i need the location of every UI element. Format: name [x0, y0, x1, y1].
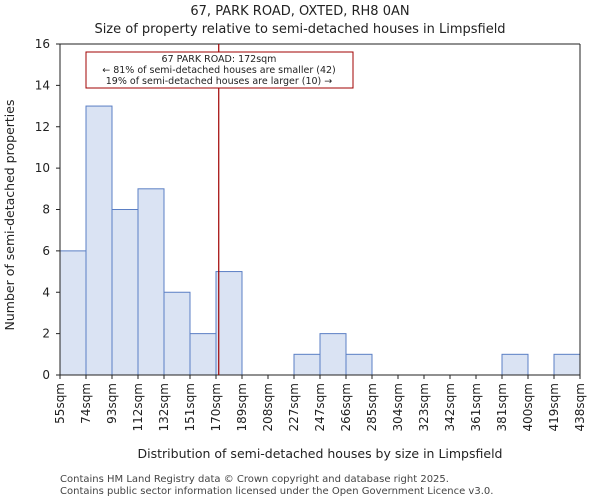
x-tick-label: 419sqm — [547, 383, 561, 431]
y-tick-label: 12 — [35, 120, 50, 134]
histogram-bar-151sqm — [189, 333, 217, 376]
y-axis-label: Number of semi-detached properties — [2, 100, 17, 331]
x-tick-label: 400sqm — [521, 383, 535, 431]
x-tick-label: 55sqm — [53, 383, 67, 424]
y-tick-label: 0 — [42, 368, 50, 382]
y-tick-label: 10 — [35, 161, 50, 175]
chart-title: 67, PARK ROAD, OXTED, RH8 0AN — [190, 4, 409, 19]
footer-licence: Contains public sector information licen… — [60, 486, 493, 497]
y-ticks: 0 2 4 6 8 10 12 14 16 — [35, 37, 60, 382]
histogram-bar-381sqm — [501, 353, 529, 376]
y-tick-label: 2 — [42, 327, 50, 341]
annotation-box-frame — [85, 51, 354, 89]
x-tick-label: 266sqm — [339, 383, 353, 431]
x-tick-label: 285sqm — [365, 383, 379, 431]
x-tick-label: 208sqm — [261, 383, 275, 431]
x-tick-label: 189sqm — [235, 383, 249, 431]
y-tick-label: 14 — [35, 78, 50, 92]
x-tick-label: 151sqm — [183, 383, 197, 431]
x-tick-label: 132sqm — [157, 383, 171, 431]
histogram-bar-74sqm — [85, 105, 113, 376]
histogram-bar-247sqm — [319, 333, 347, 376]
x-tick-label: 170sqm — [209, 383, 223, 431]
annotation-line-1: 67 PARK ROAD: 172sqm — [162, 54, 277, 65]
annotation-box: 67 PARK ROAD: 172sqm ← 81% of semi-detac… — [85, 51, 354, 89]
histogram-bar-55sqm — [59, 250, 87, 376]
chart-subtitle: Size of property relative to semi-detach… — [94, 22, 505, 37]
x-ticks: 55sqm 74sqm 93sqm 112sqm 132sqm 151sqm 170sqm 1… — [53, 375, 587, 431]
y-tick-label: 16 — [35, 37, 50, 51]
y-tick-label: 6 — [42, 244, 50, 258]
x-tick-label: 438sqm — [573, 383, 587, 431]
x-tick-label: 227sqm — [287, 383, 301, 431]
histogram-bar-419sqm — [553, 353, 581, 376]
x-tick-label: 361sqm — [469, 383, 483, 431]
x-tick-label: 74sqm — [79, 383, 93, 424]
y-tick-label: 8 — [42, 203, 50, 217]
histogram-bar-266sqm — [345, 353, 373, 376]
x-axis-label: Distribution of semi-detached houses by … — [138, 446, 503, 461]
histogram-bar-93sqm — [111, 209, 139, 376]
x-tick-label: 112sqm — [131, 383, 145, 431]
x-tick-label: 342sqm — [443, 383, 457, 431]
x-tick-label: 247sqm — [313, 383, 327, 431]
x-tick-label: 93sqm — [105, 383, 119, 424]
histogram-bar-227sqm — [293, 353, 321, 376]
histogram-bar-132sqm — [163, 291, 191, 376]
x-tick-label: 304sqm — [391, 383, 405, 431]
x-tick-label: 381sqm — [495, 383, 509, 431]
histogram-bar-112sqm — [137, 188, 165, 376]
bars-layer — [59, 105, 581, 376]
annotation-line-3: 19% of semi-detached houses are larger (… — [106, 76, 333, 87]
annotation-line-2: ← 81% of semi-detached houses are smalle… — [102, 65, 336, 76]
x-tick-label: 323sqm — [417, 383, 431, 431]
histogram-bar-170sqm — [215, 271, 243, 376]
footer-copyright: Contains HM Land Registry data © Crown c… — [60, 474, 449, 485]
y-tick-label: 4 — [42, 285, 50, 299]
